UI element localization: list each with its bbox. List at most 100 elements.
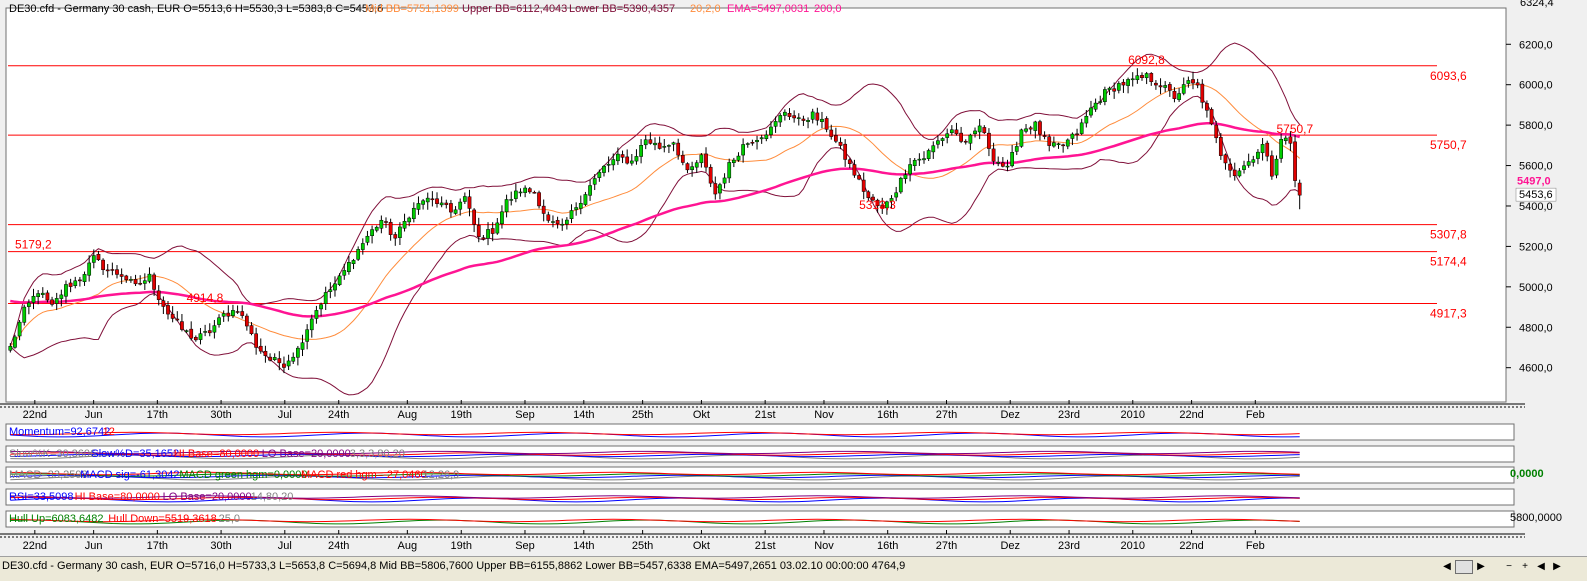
- candle-body: [1167, 84, 1172, 91]
- chart-canvas[interactable]: DE30.cfd - Germany 30 cash, EUR O=5513,6…: [0, 0, 1587, 556]
- candle-body: [685, 163, 690, 171]
- candle-body: [602, 165, 606, 173]
- candle-body: [91, 255, 96, 263]
- main-plot-area[interactable]: [5, 7, 1507, 403]
- candle-body: [147, 273, 152, 282]
- zoom-out-icon[interactable]: −: [1506, 561, 1512, 572]
- candle-body: [518, 191, 523, 194]
- candle-body: [249, 325, 254, 334]
- candle-body: [852, 164, 857, 176]
- candle-body: [356, 249, 361, 260]
- indicator-line: [10, 454, 1300, 460]
- candle-body: [421, 200, 425, 205]
- candle-body: [384, 221, 388, 223]
- candle-body: [258, 345, 263, 352]
- chart-forward-icon[interactable]: ▶: [1553, 561, 1561, 572]
- candle-body: [620, 154, 625, 158]
- candle-body: [1205, 103, 1209, 111]
- candle-body: [987, 132, 991, 149]
- scroll-right-icon[interactable]: ▶: [1477, 561, 1485, 572]
- x-tick-label: 16th: [877, 409, 898, 421]
- candle-body: [263, 350, 268, 356]
- candle-body: [671, 142, 676, 145]
- candle-body: [871, 196, 875, 201]
- indicator-line: [10, 518, 1300, 523]
- x-tick-label: 21st: [755, 540, 776, 552]
- candle-body: [300, 342, 305, 350]
- candle-body: [667, 145, 671, 147]
- x-tick-label: 23rd: [1058, 409, 1080, 421]
- x-tick-label: 27th: [936, 409, 957, 421]
- zoom-in-icon[interactable]: +: [1522, 561, 1528, 572]
- indicator-legend-text: MACD red hgm=-27,0460: [301, 469, 427, 481]
- scroll-left-icon[interactable]: ◀: [1443, 561, 1451, 572]
- candle-body: [847, 159, 852, 164]
- header-ema: EMA=5497,0031: [727, 3, 809, 15]
- candle-body: [1061, 144, 1066, 147]
- candle-body: [1288, 136, 1293, 144]
- candle-body: [787, 113, 792, 117]
- candle-body: [1028, 127, 1033, 130]
- candle-body: [416, 203, 421, 210]
- candle-body: [1279, 139, 1284, 159]
- x-tick-label: Jun: [85, 540, 103, 552]
- candle-body: [333, 283, 337, 291]
- candle-body: [1000, 162, 1005, 167]
- scroll-thumb[interactable]: [1455, 560, 1473, 574]
- candle-body: [1051, 142, 1056, 147]
- candle-body: [713, 183, 718, 195]
- candle-body: [110, 269, 115, 271]
- candle-body: [1075, 133, 1079, 136]
- candle-body: [745, 143, 750, 145]
- candle-body: [1019, 129, 1024, 147]
- candle-body: [467, 196, 472, 209]
- candle-body: [532, 191, 537, 194]
- y-tick-label: 5400,0: [1519, 201, 1553, 213]
- candle-body: [129, 279, 133, 281]
- candle-body: [639, 145, 643, 157]
- candle-body: [541, 205, 546, 214]
- candle-body: [26, 302, 31, 307]
- candle-body: [1033, 121, 1038, 131]
- x-tick-label: Aug: [398, 540, 418, 552]
- candle-body: [704, 153, 708, 168]
- candle-body: [838, 141, 843, 146]
- candle-body: [820, 118, 824, 122]
- candle-body: [379, 219, 384, 229]
- candle-body: [17, 321, 22, 337]
- chart-back-icon[interactable]: ◀: [1537, 561, 1545, 572]
- candle-body: [231, 310, 235, 316]
- candle-body: [226, 312, 231, 317]
- candle-body: [1107, 87, 1112, 90]
- candle-body: [1293, 141, 1297, 181]
- candle-body: [36, 293, 41, 298]
- candle-body: [1228, 163, 1232, 171]
- level-label-3: 5307,8: [1430, 228, 1467, 242]
- y-tick-label: 5600,0: [1519, 161, 1553, 173]
- candle-body: [676, 142, 681, 156]
- header-top-line: DE30.cfd - Germany 30 cash, EUR O=5513,6…: [9, 3, 383, 15]
- indicator-legend-text: RSI=33,5098: [9, 491, 74, 503]
- candle-body: [374, 226, 379, 231]
- candle-body: [82, 274, 87, 282]
- candle-body: [161, 300, 166, 307]
- candle-body: [815, 112, 820, 121]
- candle-body: [1200, 83, 1205, 103]
- x-tick-label: 30th: [210, 540, 231, 552]
- x-tick-label: 23rd: [1058, 540, 1080, 552]
- indicator-legend-text: LO Base=20,0000: [262, 448, 351, 460]
- x-tick-label: 22nd: [1179, 540, 1203, 552]
- candle-body: [977, 125, 982, 133]
- candle-body: [323, 292, 328, 304]
- candle-body: [880, 204, 885, 209]
- candle-body: [653, 142, 657, 146]
- indicator-line: [10, 432, 1300, 438]
- price-annotation-3: 5313,3: [859, 198, 896, 212]
- candle-body: [1126, 79, 1130, 86]
- candle-body: [1140, 75, 1144, 79]
- header-mid-bb: Mid BB=5751,1399: [365, 3, 459, 15]
- x-tick-label: 24th: [328, 409, 349, 421]
- x-tick-label: 19th: [451, 409, 472, 421]
- candle-body: [31, 295, 36, 303]
- candle-body: [68, 282, 73, 287]
